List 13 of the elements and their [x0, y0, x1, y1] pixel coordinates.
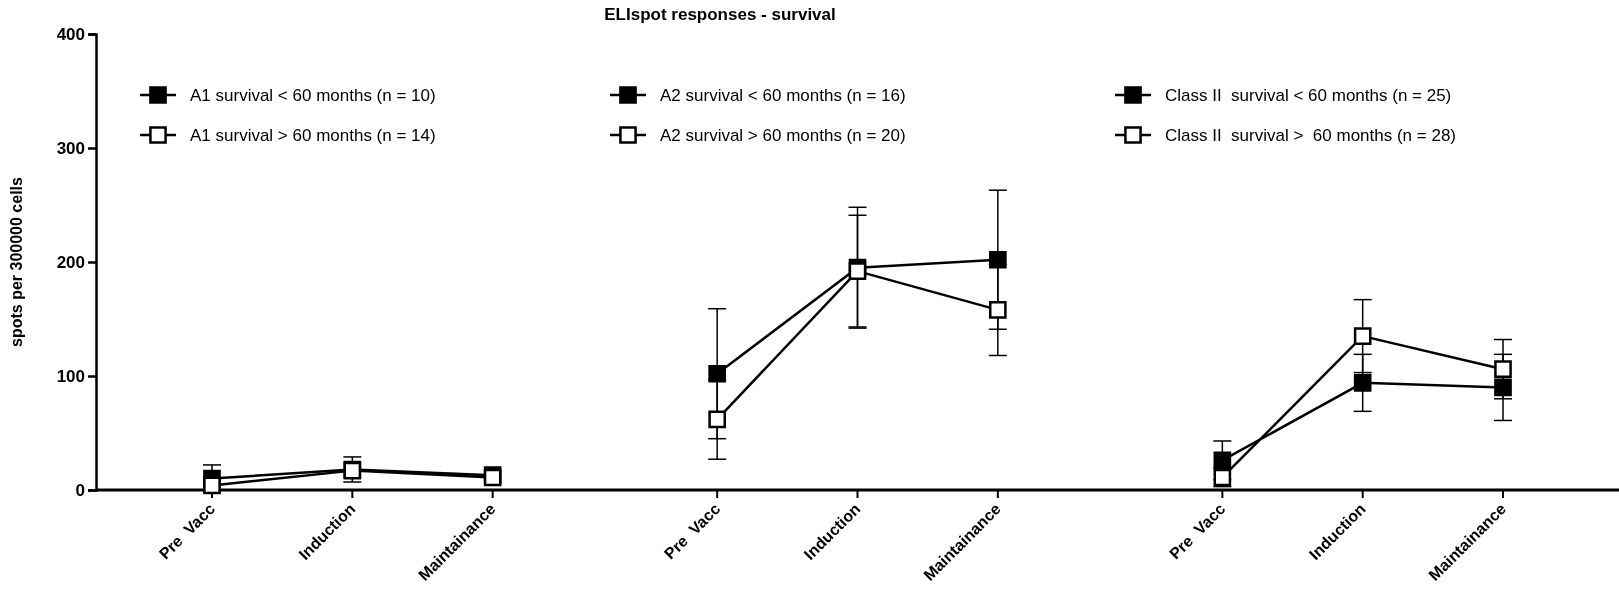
legend-label: A2 survival > 60 months (n = 20) [660, 126, 906, 145]
y-axis-title: spots per 300000 cells [8, 176, 25, 347]
legend-label: A2 survival < 60 months (n = 16) [660, 86, 906, 105]
legend-label: Class II survival < 60 months (n = 25) [1165, 86, 1452, 105]
chart-title: ELIspot responses - survival [604, 5, 836, 24]
y-tick-label: 0 [75, 480, 85, 500]
legend-label: A1 survival < 60 months (n = 10) [190, 86, 436, 105]
y-tick-label: 200 [56, 252, 85, 272]
y-tick-label: 300 [56, 138, 85, 158]
y-tick-label: 100 [56, 366, 85, 386]
legend-label: A1 survival > 60 months (n = 14) [190, 126, 436, 145]
y-tick-label: 400 [56, 24, 85, 44]
legend-label: Class II survival > 60 months (n = 28) [1165, 126, 1457, 145]
